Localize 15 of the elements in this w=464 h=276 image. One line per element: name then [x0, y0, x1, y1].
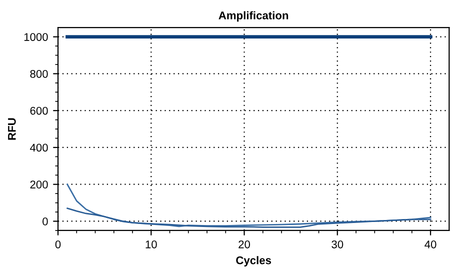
y-tick-label: 400 [30, 144, 48, 152]
y-tick-label: 200 [30, 180, 48, 188]
y-tick-label: 600 [30, 106, 48, 115]
x-tick-label: 30 [332, 240, 344, 248]
y-axis-title: RFU [8, 118, 16, 140]
chart-title: Amplification [218, 11, 288, 22]
y-tick-label: 1000 [24, 33, 48, 41]
y-tick-label: 800 [30, 70, 48, 78]
x-tick-label: 20 [238, 240, 250, 248]
x-tick-label: 10 [146, 240, 157, 248]
y-tick-label: 0 [42, 218, 48, 226]
x-axis-title: Cycles [236, 256, 272, 266]
line-series [66, 208, 432, 228]
x-tick-label: 40 [424, 240, 436, 248]
x-tick-label: 0 [55, 240, 61, 248]
